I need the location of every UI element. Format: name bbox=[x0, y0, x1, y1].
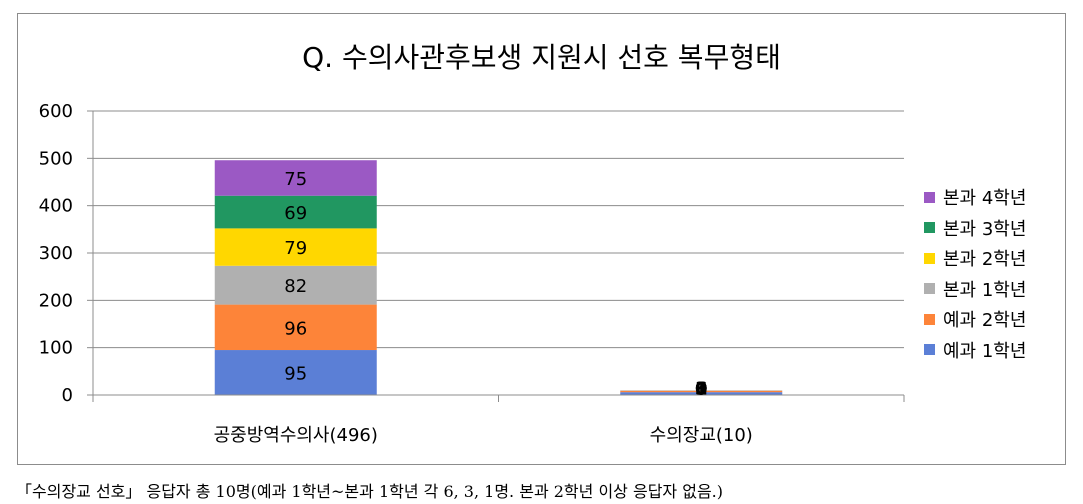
chart-title: Q. 수의사관후보생 지원시 선호 복무형태 bbox=[302, 41, 781, 74]
chart-frame bbox=[17, 13, 1066, 465]
data-label: 0 bbox=[695, 378, 708, 399]
data-label: 6 bbox=[695, 378, 708, 399]
legend-label: 본과 2학년 bbox=[943, 249, 1027, 271]
bar-segment bbox=[620, 390, 783, 393]
bar-segment bbox=[620, 392, 783, 395]
bar-segment bbox=[214, 265, 377, 305]
legend-item: 예과 1학년 bbox=[924, 335, 1026, 366]
legend-item: 예과 2학년 bbox=[924, 304, 1026, 335]
y-tick-label: 500 bbox=[39, 148, 73, 169]
bar-segment bbox=[214, 350, 377, 395]
legend-item: 본과 3학년 bbox=[924, 213, 1026, 244]
category-label: 수의장교(10) bbox=[650, 425, 753, 446]
legend-swatch bbox=[924, 222, 935, 234]
bar-segment bbox=[214, 195, 377, 229]
legend-item: 본과 4학년 bbox=[924, 182, 1026, 213]
y-tick-label: 100 bbox=[39, 338, 73, 359]
legend-label: 본과 1학년 bbox=[943, 279, 1027, 301]
category-label: 공중방역수의사(496) bbox=[214, 425, 378, 446]
bar-segment bbox=[214, 160, 377, 196]
bar-segment bbox=[214, 228, 377, 266]
data-label: 75 bbox=[284, 169, 307, 190]
legend-label: 본과 3학년 bbox=[943, 218, 1027, 240]
data-label: 0 bbox=[695, 378, 708, 399]
legend-label: 예과 2학년 bbox=[943, 310, 1027, 332]
y-tick-label: 200 bbox=[39, 290, 73, 311]
data-label: 69 bbox=[284, 203, 307, 224]
data-label: 95 bbox=[284, 364, 307, 385]
y-tick-label: 400 bbox=[39, 196, 73, 217]
legend-label: 예과 1학년 bbox=[943, 340, 1027, 362]
legend-swatch bbox=[924, 283, 935, 295]
y-tick-label: 0 bbox=[62, 385, 73, 406]
legend-swatch bbox=[924, 191, 935, 203]
data-label: 0 bbox=[695, 378, 708, 399]
y-tick-label: 300 bbox=[39, 243, 73, 264]
legend-label: 본과 4학년 bbox=[943, 188, 1027, 210]
data-label: 1 bbox=[695, 378, 708, 399]
y-tick-label: 600 bbox=[39, 101, 73, 122]
data-label: 3 bbox=[695, 378, 708, 399]
legend-item: 본과 2학년 bbox=[924, 243, 1026, 274]
legend-swatch bbox=[924, 313, 935, 325]
chart-footnote: 「수의장교 선호」 응답자 총 10명(예과 1학년~본과 1학년 각 6, 3… bbox=[16, 482, 724, 501]
legend-swatch bbox=[924, 252, 935, 264]
data-label: 79 bbox=[284, 238, 307, 259]
data-label: 96 bbox=[284, 318, 307, 339]
legend-item: 본과 1학년 bbox=[924, 274, 1026, 305]
data-label: 82 bbox=[284, 276, 307, 297]
bar-segment bbox=[214, 304, 377, 351]
legend-swatch bbox=[924, 344, 935, 356]
